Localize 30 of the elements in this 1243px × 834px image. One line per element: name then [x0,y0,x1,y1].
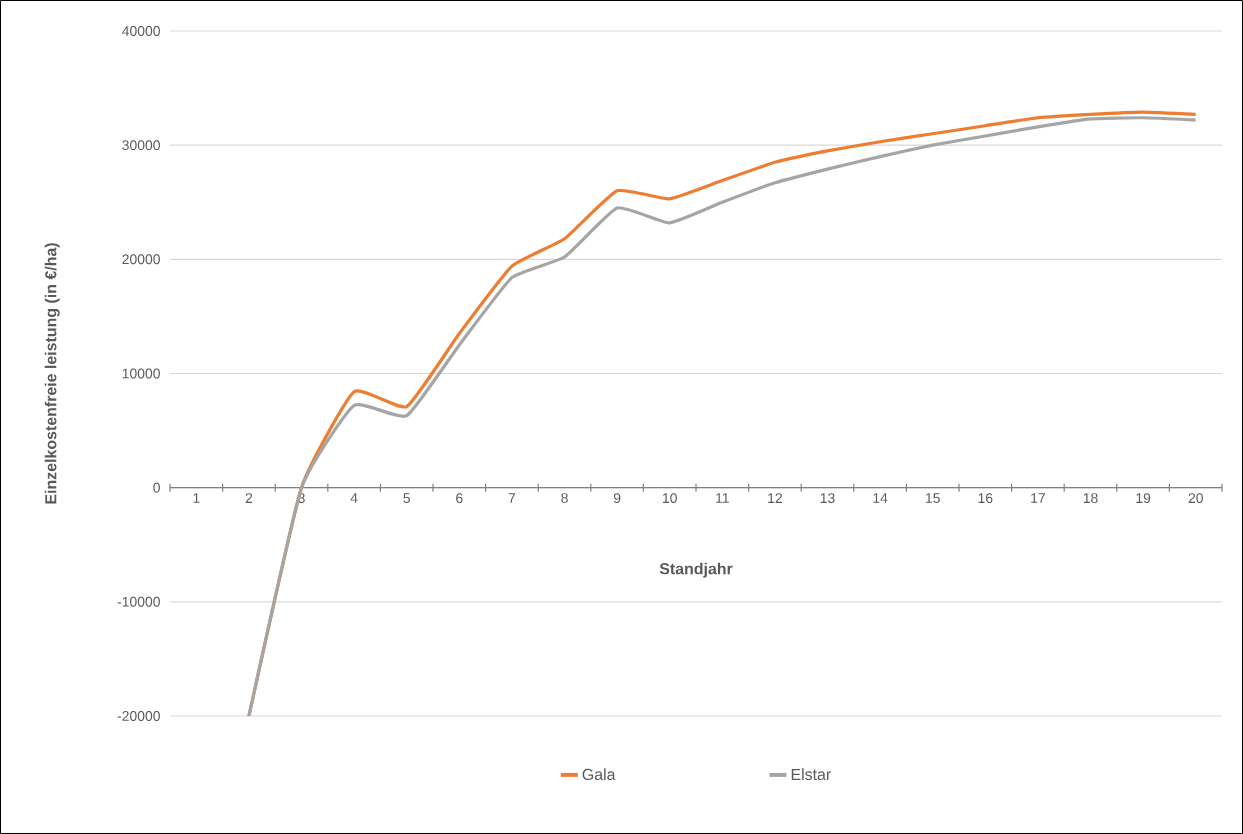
x-tick-label: 6 [456,493,463,504]
x-tick-label: 20 [1188,493,1203,504]
x-axis-title: Standjahr [659,562,733,578]
x-tick-label: 17 [1031,493,1045,503]
y-tick-label: 0 [153,482,160,493]
x-tick-label: 8 [561,493,568,504]
x-tick-label: 5 [403,493,410,503]
legend-label: Elstar [791,768,831,781]
x-tick-label: 2 [245,493,253,503]
x-tick-label: 18 [1083,493,1098,504]
x-tick-label: 7 [508,493,516,503]
x-tick-label: 11 [716,493,729,503]
x-tick-label: 14 [873,493,888,503]
y-tick-label: -20000 [117,711,160,721]
x-tick-label: 15 [926,493,940,503]
y-axis-title: Einzelkostenfreie leistung (in €/ha) [44,243,60,504]
x-tick-label: 10 [663,493,677,504]
x-tick-label: 1 [193,493,200,503]
y-tick-label: 40000 [122,26,160,36]
x-tick-label: 16 [978,493,993,504]
y-tick-label: 30000 [122,140,160,151]
y-tick-label: -10000 [117,596,160,607]
x-tick-label: 12 [768,493,782,503]
legend-label: Gala [582,768,616,781]
x-tick-label: 9 [613,493,621,504]
x-tick-label: 13 [820,493,835,504]
y-tick-label: 20000 [122,254,160,265]
y-tick-label: 10000 [122,368,160,379]
x-tick-label: 4 [350,493,358,503]
x-tick-label: 19 [1136,493,1151,504]
